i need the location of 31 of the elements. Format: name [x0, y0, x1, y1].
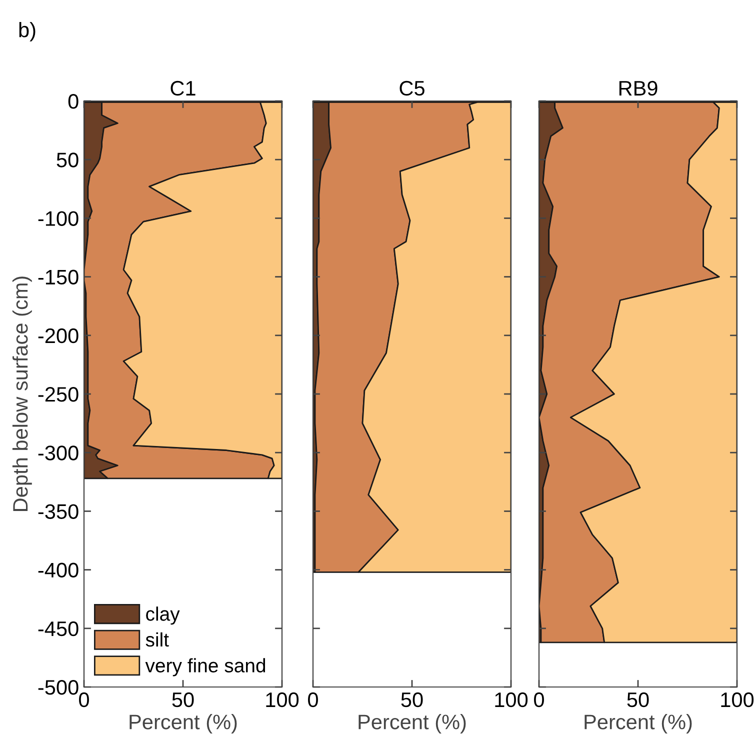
x-tick-label: 0 [534, 692, 544, 708]
y-tick-label: -500 [38, 680, 78, 695]
x-tick-label: 0 [79, 692, 89, 708]
x-tick-label: 0 [308, 692, 318, 708]
y-axis-title: Depth below surface (cm) [12, 276, 32, 511]
chart-title: C1 [170, 80, 196, 96]
chart-title: RB9 [619, 80, 658, 96]
text: b) [19, 22, 36, 42]
y-tick-label: 50 [56, 152, 78, 168]
y-tick-label: 0 [68, 94, 78, 109]
x-tick-label: 50 [401, 692, 423, 708]
y-tick-label: -200 [38, 328, 78, 344]
x-tick-label: 100 [266, 692, 299, 708]
legend-label: very fine sand [145, 658, 266, 676]
chart-title: C5 [400, 80, 424, 96]
legend-label: clay [146, 606, 180, 625]
y-tick-label: -250 [38, 387, 78, 402]
x-axis-title: Percent (%) [130, 714, 237, 734]
x-tick-label: 50 [627, 692, 649, 708]
y-tick-label: -400 [38, 562, 78, 578]
x-axis-title: Percent (%) [358, 714, 466, 734]
x-tick-label: 50 [172, 692, 194, 708]
x-tick-label: 100 [721, 692, 754, 708]
y-tick-label: -350 [38, 504, 78, 519]
x-tick-label: 100 [495, 692, 528, 708]
y-tick-label: -300 [38, 446, 78, 460]
x-axis-title: Percent (%) [584, 714, 692, 734]
legend-label: silt [146, 632, 169, 647]
y-tick-label: -100 [38, 211, 78, 226]
y-tick-label: -150 [38, 270, 78, 285]
y-tick-label: -450 [38, 621, 78, 636]
